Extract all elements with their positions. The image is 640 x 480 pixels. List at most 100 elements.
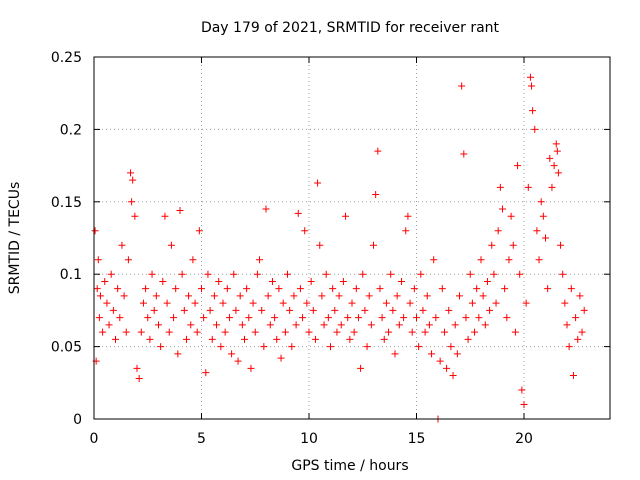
data-point [503, 314, 511, 322]
data-point [318, 292, 326, 300]
y-tick-label: 0.2 [60, 122, 82, 138]
data-point [91, 227, 99, 235]
data-point [499, 205, 506, 213]
data-point [569, 372, 577, 380]
data-point [324, 314, 332, 322]
data-point [232, 306, 240, 314]
data-point [550, 162, 558, 170]
data-point [415, 343, 423, 351]
data-point [94, 256, 102, 264]
x-tick-label: 5 [197, 431, 206, 447]
data-point [531, 125, 539, 133]
data-point [464, 335, 472, 343]
data-point [522, 299, 530, 307]
data-point [410, 285, 418, 293]
data-point [107, 270, 115, 278]
data-point [170, 314, 178, 322]
data-point [206, 306, 214, 314]
data-point [350, 328, 358, 336]
data-point [275, 285, 283, 293]
data-point [518, 386, 526, 394]
data-point [385, 328, 393, 336]
data-point [514, 162, 522, 170]
data-point [307, 277, 315, 285]
data-point [204, 270, 212, 278]
data-point [245, 314, 253, 322]
data-point [182, 335, 190, 343]
data-point [380, 335, 388, 343]
data-point [288, 343, 296, 351]
data-point [479, 292, 487, 300]
x-tick-label: 15 [408, 431, 426, 447]
data-point [361, 306, 369, 314]
plot-frame [93, 56, 611, 420]
data-point [529, 107, 537, 115]
data-point [144, 314, 152, 322]
data-point [565, 343, 573, 351]
data-point [133, 364, 141, 372]
data-point [262, 205, 270, 213]
data-point [509, 241, 517, 249]
data-point [314, 179, 322, 187]
data-point [290, 292, 298, 300]
data-point [492, 299, 500, 307]
data-point [236, 292, 244, 300]
data-point [213, 321, 221, 329]
data-point [402, 227, 410, 235]
y-tick-label: 0.05 [51, 340, 82, 356]
data-point [305, 328, 313, 336]
data-point [187, 321, 195, 329]
data-point [544, 285, 552, 293]
data-point [400, 314, 408, 322]
data-point [238, 321, 246, 329]
data-point [225, 314, 233, 322]
data-point [322, 270, 330, 278]
data-point [561, 299, 569, 307]
data-point [376, 285, 384, 293]
data-point [363, 343, 371, 351]
y-tick-label: 0.1 [60, 267, 82, 283]
data-point [301, 227, 309, 235]
data-point [128, 198, 136, 206]
data-point [436, 357, 444, 365]
data-point [185, 292, 193, 300]
data-point [120, 292, 128, 300]
data-point [526, 73, 534, 81]
data-point [101, 277, 109, 285]
data-point [260, 343, 268, 351]
data-point [299, 314, 307, 322]
data-point [333, 328, 341, 336]
data-point [217, 343, 225, 351]
data-point [96, 292, 104, 300]
data-point [129, 176, 137, 184]
data-point [481, 321, 489, 329]
data-point [327, 343, 334, 351]
data-point [152, 292, 160, 300]
data-point [309, 306, 317, 314]
data-point [172, 285, 180, 293]
data-point [264, 292, 272, 300]
data-point [359, 270, 367, 278]
data-point [139, 299, 147, 307]
data-point [335, 292, 343, 300]
data-point [342, 212, 350, 220]
data-point [251, 328, 259, 336]
data-point [494, 227, 502, 235]
data-point [453, 350, 461, 358]
data-point [483, 277, 491, 285]
data-point [374, 147, 382, 155]
data-point [273, 335, 281, 343]
data-point [580, 306, 588, 314]
data-point [430, 256, 438, 264]
data-point [425, 321, 433, 329]
data-point [99, 328, 107, 336]
data-point [311, 335, 319, 343]
data-point [105, 321, 113, 329]
data-point [103, 299, 111, 307]
data-point [167, 241, 175, 249]
grid [94, 57, 610, 419]
data-point [501, 285, 509, 293]
data-point [294, 209, 302, 217]
data-point [268, 277, 276, 285]
